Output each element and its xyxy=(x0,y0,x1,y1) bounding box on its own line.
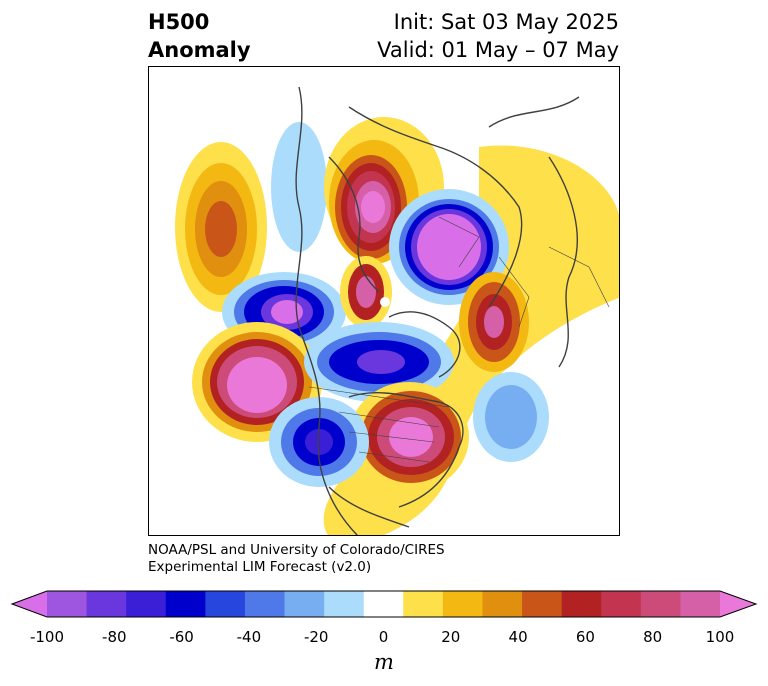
colorbar-swatch xyxy=(640,591,681,617)
colorbar-swatch xyxy=(47,591,88,617)
colorbar-swatch xyxy=(284,591,325,617)
colorbar xyxy=(10,590,758,618)
anomaly-blob xyxy=(484,306,504,338)
anomaly-blob xyxy=(356,276,376,308)
north-pole-marker xyxy=(380,297,390,307)
map-panel xyxy=(148,66,620,536)
credit-line-2: Experimental LIM Forecast (v2.0) xyxy=(148,559,372,575)
map-title: H500 Anomaly xyxy=(148,8,251,64)
init-date: Init: Sat 03 May 2025 xyxy=(393,10,619,34)
credit-line-1: NOAA/PSL and University of Colorado/CIRE… xyxy=(148,542,445,558)
colorbar-swatch xyxy=(482,591,523,617)
anomaly-blob xyxy=(205,201,237,257)
anomaly-blob xyxy=(389,417,433,457)
valid-range: Valid: 01 May – 07 May xyxy=(377,38,619,62)
colorbar-tick-label: -80 xyxy=(102,628,127,646)
credit-text: NOAA/PSL and University of Colorado/CIRE… xyxy=(148,542,445,576)
political-borders xyxy=(308,216,610,463)
colorbar-unit-label: m xyxy=(374,650,394,674)
colorbar-tick-label: -40 xyxy=(236,628,262,646)
colorbar-swatch xyxy=(522,591,563,617)
anomaly-map xyxy=(175,86,619,535)
colorbar-tick-label: 80 xyxy=(643,628,663,646)
anomaly-contours xyxy=(175,117,619,535)
colorbar-outline xyxy=(10,590,758,618)
colorbar-swatch xyxy=(680,591,721,617)
colorbar-swatch xyxy=(442,591,483,617)
colorbar-swatch xyxy=(165,591,206,617)
colorbar-extend-max xyxy=(720,591,756,617)
colorbar-swatch xyxy=(86,591,127,617)
colorbar-tick-label: 20 xyxy=(441,628,461,646)
colorbar-swatch xyxy=(244,591,286,617)
colorbar-swatch xyxy=(601,591,642,617)
anomaly-blob xyxy=(485,385,537,449)
anomaly-blob xyxy=(305,429,333,455)
colorbar-tick-label: -100 xyxy=(29,628,65,646)
anomaly-blob xyxy=(271,122,327,252)
colorbar-tick-label: -20 xyxy=(303,628,329,646)
colorbar-extend-min xyxy=(12,591,47,617)
colorbar-tick-label: 60 xyxy=(575,628,595,646)
colorbar-tick-label: 100 xyxy=(705,628,735,646)
colorbar-swatch xyxy=(363,591,404,617)
anomaly-blob xyxy=(271,300,303,324)
anomaly-blob xyxy=(361,191,385,223)
colorbar-swatch xyxy=(324,591,365,617)
colorbar-swatch xyxy=(205,591,246,617)
colorbar-swatch xyxy=(126,591,167,617)
anomaly-blob xyxy=(417,214,481,280)
colorbar-swatch xyxy=(403,591,444,617)
title-line-1: H500 xyxy=(148,10,210,34)
title-line-2: Anomaly xyxy=(148,38,251,62)
colorbar-tick-label: -60 xyxy=(169,628,194,646)
anomaly-blob xyxy=(227,357,287,413)
colorbar-tick-label: 0 xyxy=(378,628,389,646)
colorbar-swatch xyxy=(561,591,602,617)
coastlines xyxy=(295,86,580,535)
colorbar-tick-label: 40 xyxy=(508,628,528,646)
forecast-dates: Init: Sat 03 May 2025 Valid: 01 May – 07… xyxy=(377,8,619,64)
anomaly-blob xyxy=(357,350,405,374)
